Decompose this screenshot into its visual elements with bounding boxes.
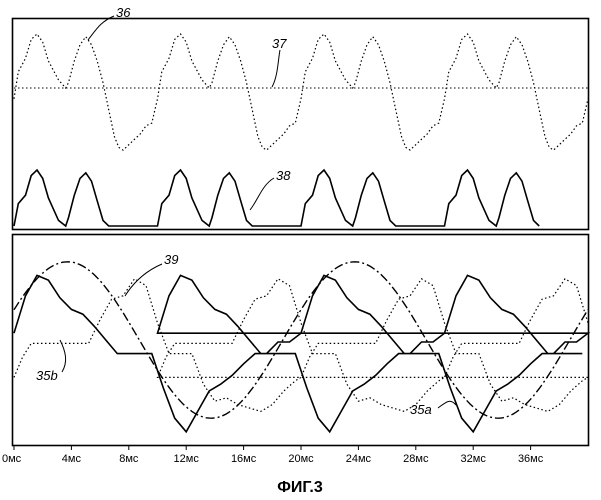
ref-label-39: 39	[164, 252, 178, 267]
x-tick-label: 20мс	[288, 453, 314, 465]
traces	[14, 34, 588, 432]
leader-35a	[438, 401, 456, 408]
leader-37	[272, 50, 280, 87]
bottom-panel-frame	[13, 235, 589, 446]
trace-36	[14, 34, 588, 150]
x-tick-label: 32мс	[461, 453, 487, 465]
x-tick-label: 36мс	[518, 453, 544, 465]
ref-label-35a: 35a	[410, 402, 432, 417]
x-tick-label: 28мс	[403, 453, 429, 465]
trace-35a	[14, 275, 588, 431]
x-tick-label: 4мс	[62, 453, 82, 465]
leader-36	[88, 16, 114, 40]
x-tick-label: 0мс	[2, 453, 22, 465]
top-panel-frame	[13, 19, 589, 230]
x-tick-label: 12мс	[174, 453, 200, 465]
x-tick-label: 16мс	[231, 453, 257, 465]
x-tick-label: 8мс	[119, 453, 139, 465]
x-tick-label: 24мс	[346, 453, 372, 465]
ref-label-38: 38	[276, 168, 291, 183]
trace-35b	[14, 279, 588, 412]
figure-caption: ФИГ.3	[277, 479, 323, 496]
ref-label-35b: 35b	[36, 368, 58, 383]
trace-39	[14, 262, 588, 418]
ref-label-36: 36	[116, 5, 131, 20]
x-axis-ticks: 0мс 4мс 8мс 12мс 16мс 20мс 24мс 28мс 32мс 36мс	[2, 445, 544, 465]
leader-38	[250, 178, 274, 210]
ref-label-37: 37	[272, 36, 287, 51]
leader-39	[125, 264, 162, 296]
leader-35b	[60, 340, 66, 372]
